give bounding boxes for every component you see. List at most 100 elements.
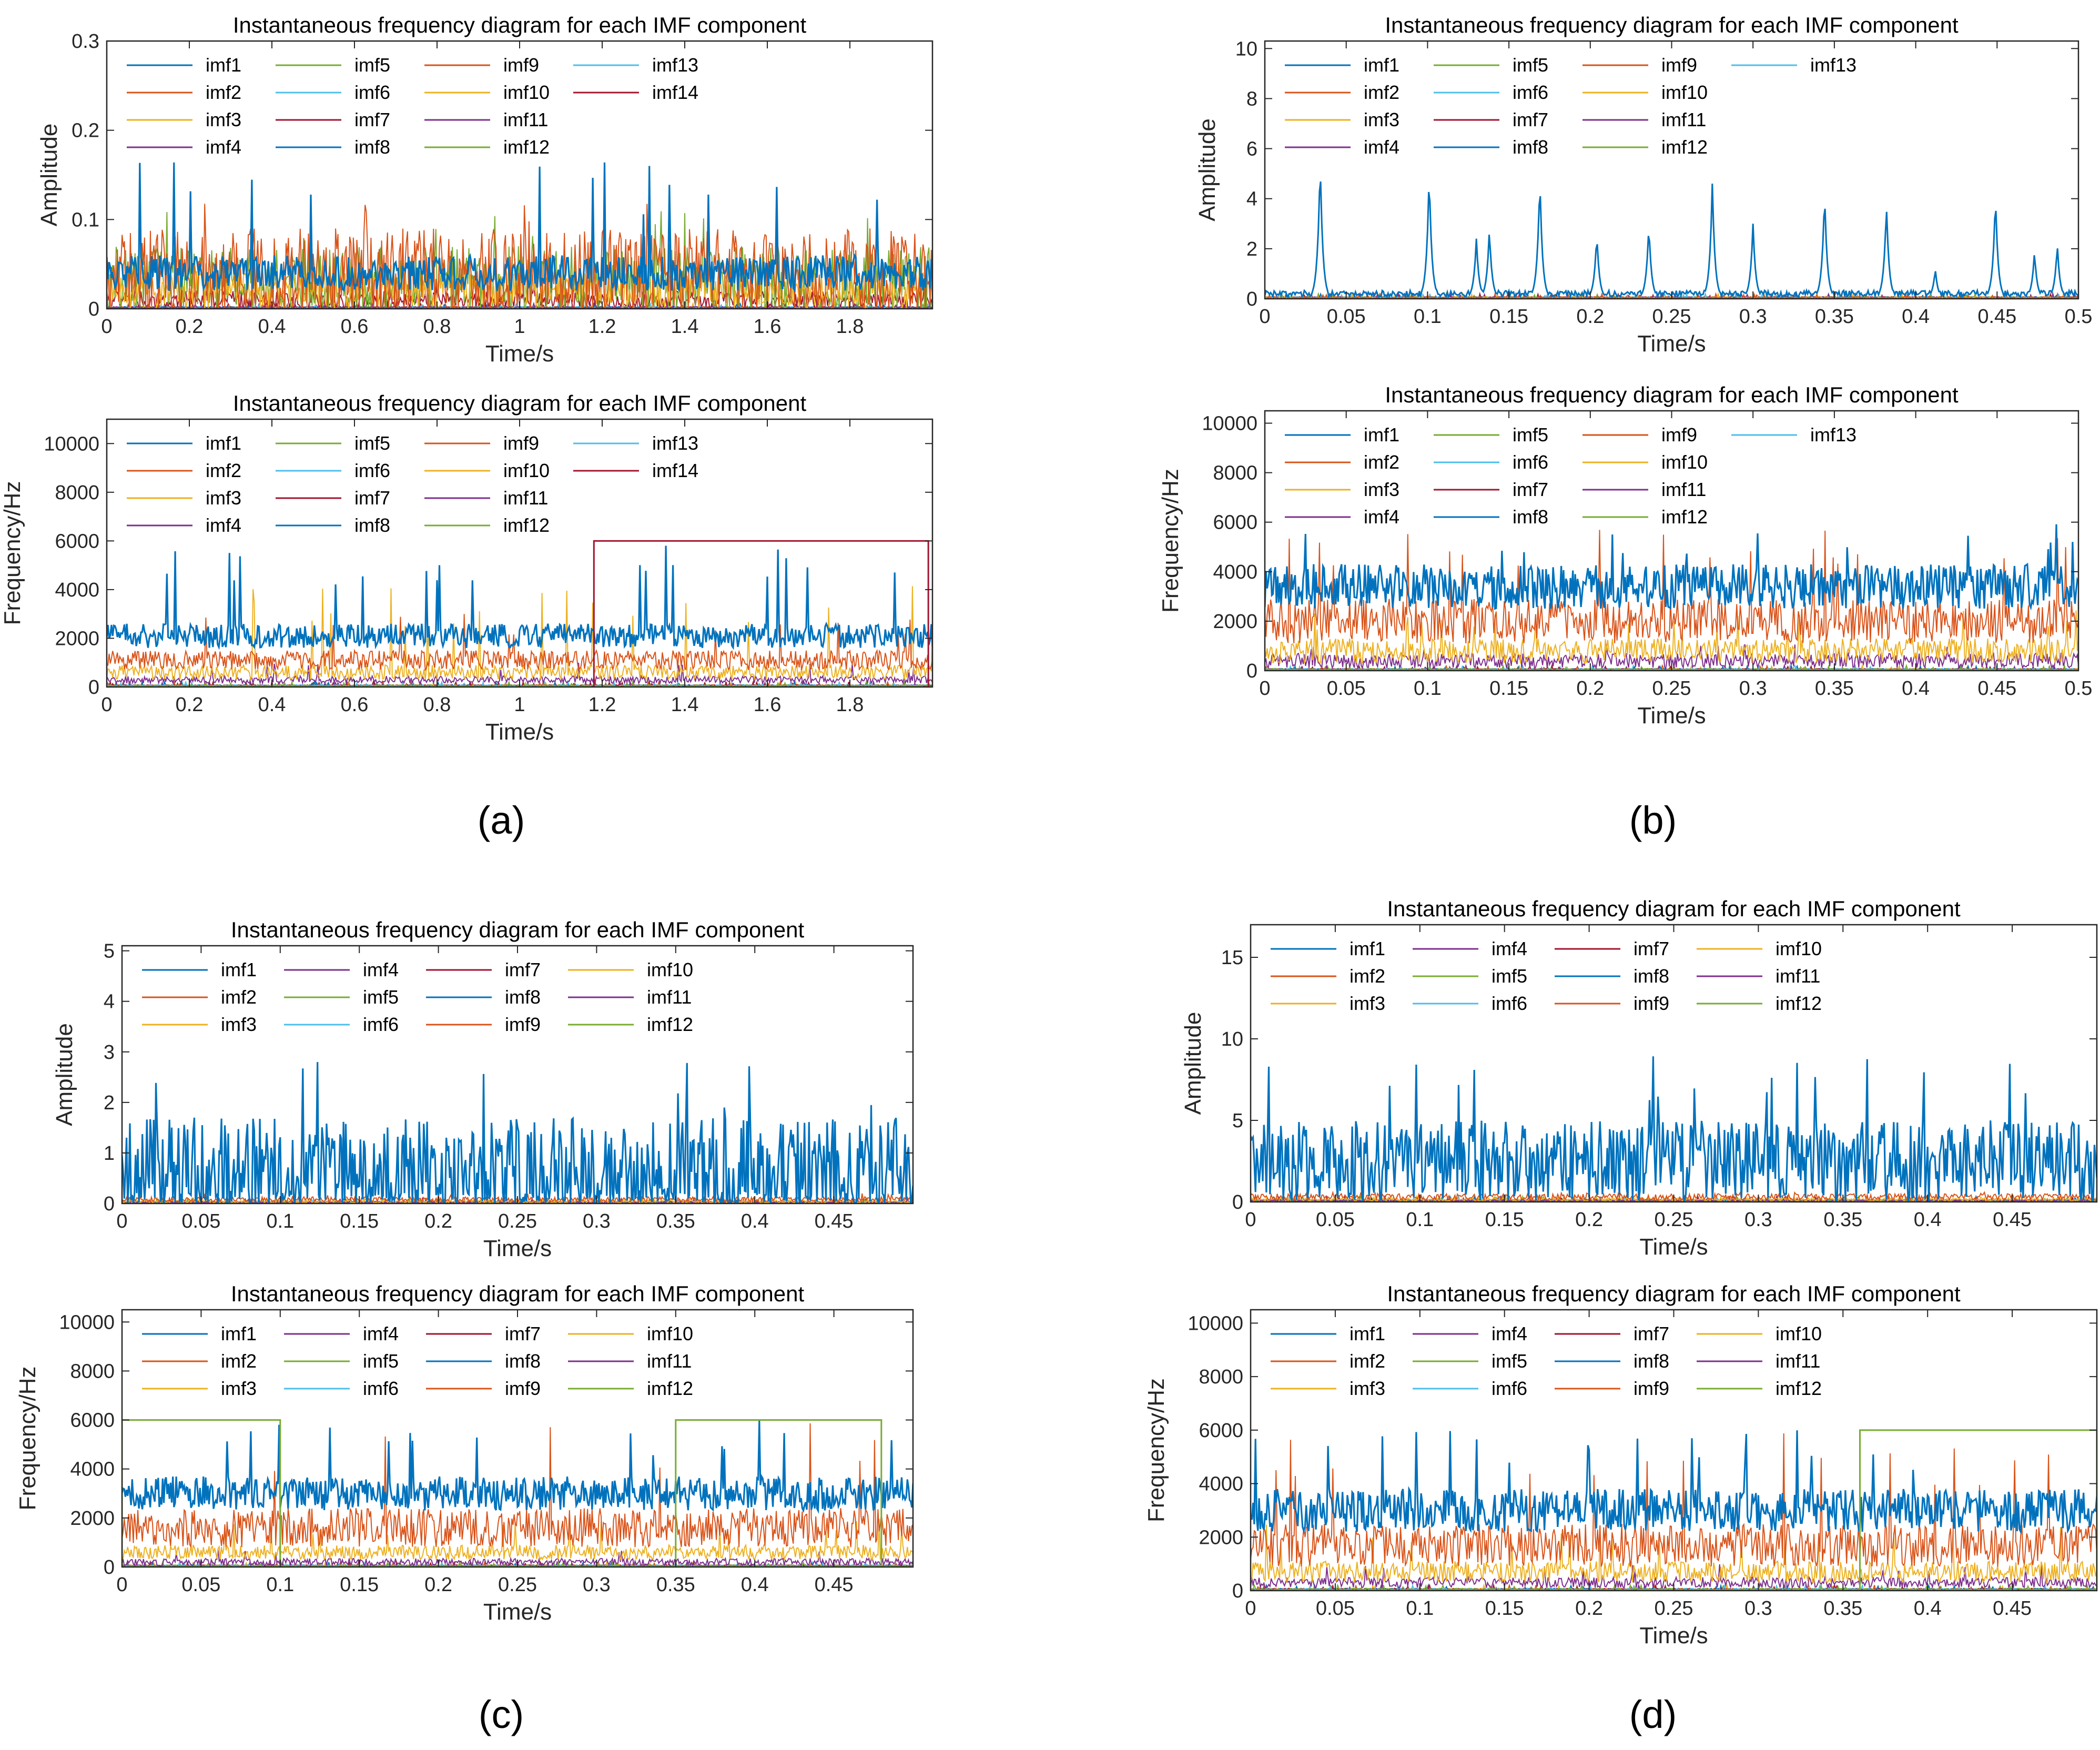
x-tick-label: 0.15 <box>1485 1597 1524 1620</box>
x-tick-label: 0.4 <box>1914 1209 1942 1231</box>
legend-label-imf10: imf10 <box>1661 451 1708 473</box>
legend-label-imf5: imf5 <box>1492 965 1527 987</box>
y-tick-label: 4000 <box>55 579 99 601</box>
x-tick-label: 0.05 <box>181 1210 220 1232</box>
legend-label-imf8: imf8 <box>505 986 541 1008</box>
x-tick-label: 0 <box>1259 306 1270 328</box>
y-tick-label: 0 <box>1232 1191 1243 1213</box>
x-axis-label: Time/s <box>485 341 554 367</box>
legend-label-imf2: imf2 <box>1350 965 1385 987</box>
series-imf2 <box>1265 530 2078 644</box>
plot-area <box>122 946 913 1203</box>
x-tick-label: 0.35 <box>1823 1209 1862 1231</box>
y-tick-label: 2000 <box>1199 1526 1243 1549</box>
legend-label-imf8: imf8 <box>354 514 390 536</box>
y-tick-label: 0 <box>1246 288 1257 310</box>
x-tick-label: 0.2 <box>176 316 204 338</box>
legend-label-imf2: imf2 <box>1364 451 1399 473</box>
x-tick-label: 0 <box>1259 677 1270 700</box>
legend-label-imf13: imf13 <box>1810 54 1856 76</box>
x-tick-label: 0.25 <box>1655 1597 1693 1620</box>
series-imf2 <box>107 614 932 672</box>
legend-label-imf12: imf12 <box>647 1378 693 1399</box>
x-tick-label: 0 <box>101 316 112 338</box>
series-imf2 <box>107 204 932 309</box>
x-tick-label: 0.1 <box>266 1574 294 1596</box>
series-imf4 <box>1251 1564 2097 1590</box>
x-tick-label: 0.3 <box>1744 1597 1772 1620</box>
y-tick-label: 6000 <box>1213 512 1257 534</box>
y-tick-label: 8000 <box>1199 1366 1243 1388</box>
panel-label-c: (c) <box>479 1693 524 1736</box>
legend-label-imf7: imf7 <box>1634 938 1669 959</box>
x-tick-label: 0.15 <box>1489 306 1528 328</box>
legend-label-imf4: imf4 <box>206 514 241 536</box>
legend-label-imf8: imf8 <box>1513 136 1548 158</box>
x-axis-label: Time/s <box>1637 703 1706 729</box>
legend-label-imf12: imf12 <box>1776 1378 1822 1399</box>
y-tick-label: 2000 <box>55 628 99 650</box>
legend-label-imf13: imf13 <box>652 54 698 76</box>
legend-label-imf6: imf6 <box>1513 451 1548 473</box>
y-tick-label: 3 <box>104 1041 115 1064</box>
legend: imf1 imf2 imf3 imf4 imf5 imf6 imf7 imf8 imf9 imf1… <box>142 1323 693 1399</box>
legend-label-imf11: imf11 <box>647 1350 692 1372</box>
chart-title: Instantaneous frequency diagram for each… <box>233 391 807 416</box>
x-tick-label: 0.25 <box>1652 306 1691 328</box>
y-tick-label: 8000 <box>1213 462 1257 484</box>
legend: imf1 imf2 imf3 imf4 imf5 imf6 imf7 imf8 imf9 imf1… <box>1285 54 1856 158</box>
x-tick-label: 0.45 <box>815 1210 854 1232</box>
legend-label-imf3: imf3 <box>1350 1378 1385 1399</box>
series-imf1 <box>107 545 932 650</box>
legend-label-imf4: imf4 <box>206 136 241 158</box>
plot-area <box>1265 41 2078 299</box>
legend-label-imf1: imf1 <box>221 1323 257 1344</box>
x-tick-label: 0 <box>1245 1597 1256 1620</box>
legend-label-imf4: imf4 <box>363 1323 399 1344</box>
x-tick-label: 1.8 <box>836 694 864 716</box>
y-tick-label: 0 <box>1232 1580 1243 1602</box>
x-tick-label: 1.4 <box>671 316 699 338</box>
chart-c-amp: 0 0.05 0.1 0.15 0.2 0.25 0.3 0.35 0.4 0.45 0 1 2 3 4 5 I… <box>52 917 914 1261</box>
x-tick-label: 0.2 <box>176 694 204 716</box>
legend-label-imf6: imf6 <box>1492 993 1527 1014</box>
plots-layer: 0 0.2 0.4 0.6 0.8 1 1.2 1.4 1.6 1.8 0 0.1 0.2 0.3 Inst… <box>0 13 2098 1648</box>
x-tick-label: 1.2 <box>589 694 616 716</box>
legend-label-imf10: imf10 <box>647 1323 693 1344</box>
legend-label-imf4: imf4 <box>1364 136 1399 158</box>
legend-label-imf14: imf14 <box>652 82 698 103</box>
chart-title: Instantaneous frequency diagram for each… <box>231 917 805 942</box>
y-tick-label: 10 <box>1221 1028 1243 1050</box>
legend-label-imf3: imf3 <box>206 109 241 130</box>
legend-label-imf3: imf3 <box>221 1378 257 1399</box>
x-tick-label: 0.25 <box>1655 1209 1693 1231</box>
x-tick-label: 0.4 <box>1902 677 1930 700</box>
panel-label-b: (b) <box>1629 798 1677 842</box>
x-tick-label: 0.25 <box>1652 677 1691 700</box>
legend-label-imf13: imf13 <box>1810 424 1856 446</box>
y-tick-label: 6 <box>1246 138 1257 160</box>
legend-label-imf5: imf5 <box>363 1350 399 1372</box>
legend: imf1 imf2 imf3 imf4 imf5 imf6 imf7 imf8 imf9 imf1… <box>1271 938 1822 1014</box>
y-tick-label: 4000 <box>1199 1473 1243 1495</box>
y-tick-label: 2000 <box>1213 611 1257 633</box>
legend-label-imf7: imf7 <box>1513 109 1548 130</box>
x-tick-label: 1.6 <box>754 694 782 716</box>
legend-label-imf11: imf11 <box>503 109 548 130</box>
legend-label-imf11: imf11 <box>1661 479 1706 500</box>
y-axis-label: Frequency/Hz <box>1143 1378 1169 1522</box>
legend: imf1 imf2 imf3 imf4 imf5 imf6 imf7 imf8 imf9 imf1… <box>1285 424 1856 528</box>
y-tick-label: 1 <box>104 1142 115 1165</box>
x-tick-label: 0.4 <box>258 316 286 338</box>
x-tick-label: 0 <box>116 1210 127 1232</box>
y-axis-label: Frequency/Hz <box>1158 469 1183 613</box>
legend-label-imf11: imf11 <box>1776 965 1820 987</box>
legend-label-imf8: imf8 <box>354 136 390 158</box>
legend-label-imf5: imf5 <box>363 986 399 1008</box>
y-tick-label: 10000 <box>44 433 99 455</box>
legend-label-imf1: imf1 <box>221 959 257 980</box>
legend-label-imf3: imf3 <box>1350 993 1385 1014</box>
x-tick-label: 0.5 <box>2065 306 2093 328</box>
x-tick-label: 0.3 <box>1739 306 1767 328</box>
chart-b-freq: 0 0.05 0.1 0.15 0.2 0.25 0.3 0.35 0.4 0.45 0.5 0 200… <box>1158 382 2092 729</box>
